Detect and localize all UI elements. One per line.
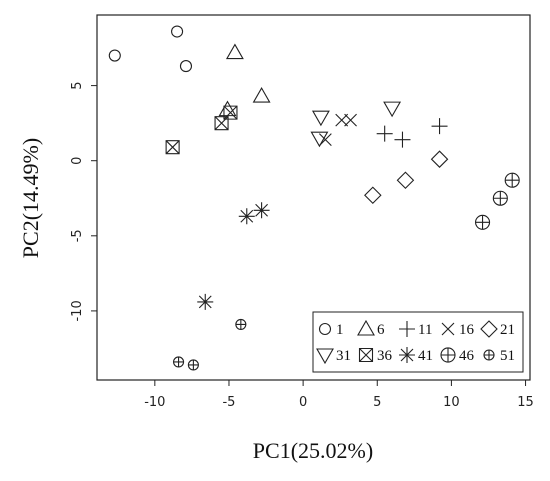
point: [171, 25, 184, 38]
x-tick-label: 0: [299, 395, 307, 410]
point: [364, 186, 382, 205]
point: [474, 214, 491, 230]
point: [238, 208, 255, 225]
legend-label: 31: [336, 348, 351, 364]
point: [394, 131, 411, 148]
point: [218, 100, 237, 117]
y-tick-label: 5: [70, 81, 85, 89]
x-tick-label: -5: [222, 395, 235, 410]
point: [197, 293, 214, 310]
point: [225, 43, 244, 60]
legend-symbol: [441, 322, 455, 336]
x-tick-label: -10: [144, 395, 165, 410]
point: [108, 49, 121, 62]
legend-label: 41: [418, 348, 433, 364]
point: [504, 172, 520, 188]
legend-symbol: [316, 348, 334, 365]
y-tick-label: -5: [70, 229, 85, 242]
legend-label: 51: [500, 348, 515, 364]
legend-symbol: [483, 349, 495, 361]
point: [383, 101, 402, 118]
legend-symbol: [399, 321, 415, 337]
legend-label: 16: [459, 322, 475, 338]
point: [173, 356, 185, 368]
x-tick-label: 15: [517, 395, 534, 410]
y-axis-label: PC2(14.49%): [18, 138, 43, 258]
legend-label: 46: [459, 348, 475, 364]
legend-symbol: [480, 320, 498, 338]
point: [376, 125, 393, 142]
point: [179, 60, 193, 73]
point: [344, 113, 357, 127]
legend-label: 36: [377, 348, 393, 364]
point: [335, 113, 349, 127]
x-tick-label: 10: [443, 395, 460, 410]
legend-label: 6: [377, 322, 385, 338]
y-tick-label: 0: [70, 157, 85, 165]
point: [311, 110, 330, 127]
point: [252, 87, 271, 103]
legend-symbol: [440, 347, 456, 363]
legend-symbol: [318, 323, 332, 335]
point: [431, 118, 448, 135]
point: [235, 318, 247, 330]
point: [396, 171, 415, 190]
point: [223, 105, 238, 120]
point: [187, 359, 199, 371]
legend-symbol: [399, 347, 415, 363]
x-axis-label: PC1(25.02%): [253, 438, 373, 463]
point: [492, 190, 508, 206]
y-tick-label: -10: [70, 300, 85, 321]
legend-symbol: [357, 319, 375, 336]
point: [430, 150, 449, 168]
point: [253, 202, 270, 219]
legend-label: 11: [418, 322, 432, 338]
x-tick-label: 5: [373, 395, 381, 410]
legend-symbol: [358, 347, 374, 363]
point: [165, 140, 180, 155]
legend-label: 1: [336, 322, 344, 338]
point: [310, 131, 329, 148]
plot-frame: [96, 14, 531, 381]
legend-label: 21: [500, 322, 515, 338]
